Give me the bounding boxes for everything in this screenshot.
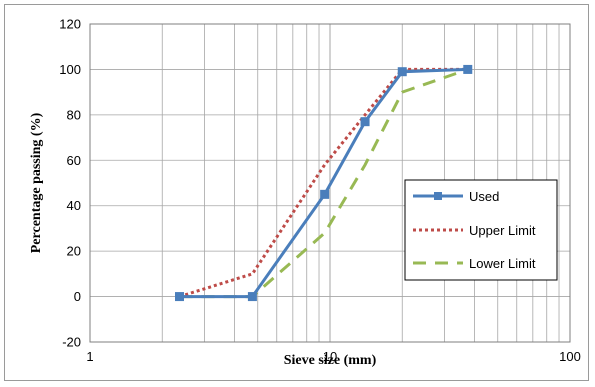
legend-label-upper-limit: Upper Limit — [469, 223, 536, 238]
y-axis-title: Percentage passing (%) — [29, 112, 44, 253]
legend: Used Upper Limit Lower Limit — [404, 179, 558, 281]
y-tick-labels: -20 0 20 40 60 80 100 120 — [59, 17, 81, 350]
data-point-used — [174, 292, 184, 302]
series-layer — [174, 64, 473, 302]
plot-border — [89, 23, 571, 343]
y-tick-label: 120 — [59, 17, 81, 32]
legend-label-used: Used — [469, 189, 499, 204]
series-line-lower-limit — [179, 68, 469, 299]
data-point-used — [360, 117, 370, 127]
y-tick-label: 40 — [67, 198, 81, 213]
y-tick-label: 20 — [67, 244, 81, 259]
data-point-used — [247, 292, 257, 302]
series-line-used — [179, 67, 468, 299]
y-tick-label: 80 — [67, 107, 81, 122]
data-point-used — [463, 64, 473, 74]
y-tick-label: 0 — [74, 289, 81, 304]
y-tick-label: 100 — [59, 62, 81, 77]
y-tick-label: -20 — [62, 335, 81, 350]
data-point-used — [320, 189, 330, 199]
y-tick-label: 60 — [67, 153, 81, 168]
x-tick-labels: 1 10 100 — [86, 349, 580, 364]
x-tick-label: 100 — [559, 349, 581, 364]
data-point-used — [397, 67, 407, 77]
legend-label-lower-limit: Lower Limit — [469, 256, 536, 271]
x-tick-label: 1 — [86, 349, 93, 364]
legend-marker-used — [434, 192, 442, 200]
x-axis-title: Sieve size (mm) — [284, 353, 377, 368]
x-tick-label: 10 — [323, 349, 337, 364]
